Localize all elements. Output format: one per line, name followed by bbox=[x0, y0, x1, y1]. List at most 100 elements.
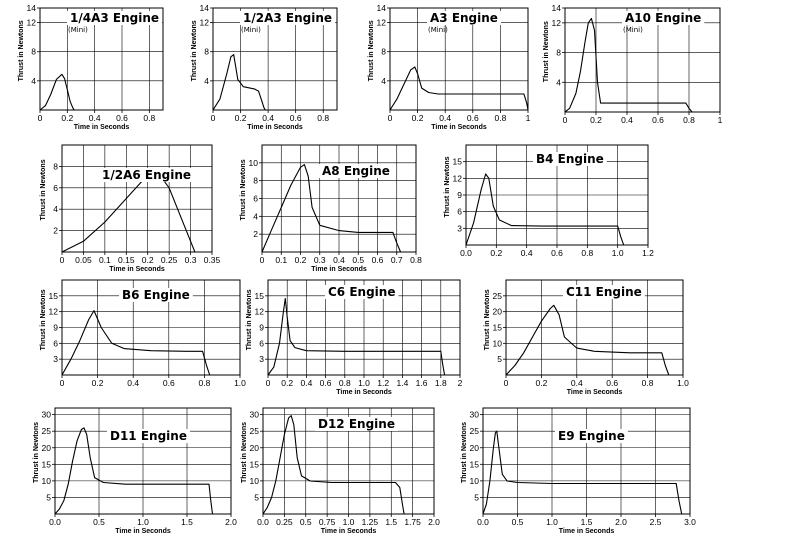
x-tick-label: 1.4 bbox=[396, 378, 408, 388]
x-axis-label: Time in Seconds bbox=[567, 389, 623, 396]
title-backdrop bbox=[555, 429, 628, 443]
thrust-curve bbox=[389, 66, 529, 111]
x-tick-label: 1.8 bbox=[435, 378, 447, 388]
chart-5: 0 0.05 0.1 0.15 0.2 0.25 0.3 0.35 2 4 6 8 1/2A6 Engi… bbox=[40, 144, 221, 273]
x-tick-label: 1.0 bbox=[677, 378, 689, 388]
thrust-curve bbox=[39, 73, 75, 111]
y-axis-label: Thrust in Newtons bbox=[191, 20, 198, 81]
chart-9: 0 0.2 0.4 0.6 0.8 1.0 1.2 1.4 1.6 1.8 2 3 6 9 12 15 C6 E… bbox=[246, 279, 463, 396]
chart-2: 0 0.2 0.4 0.6 0.8 4 8 12 14 1/2A3 Engine(Mini) Tim… bbox=[191, 3, 338, 131]
y-tick-label: 12 bbox=[200, 18, 210, 28]
y-axis-label: Thrust in Newtons bbox=[40, 159, 47, 220]
x-tick-label: 0 bbox=[211, 113, 216, 123]
x-tick-label: 0 bbox=[60, 378, 65, 388]
x-tick-label: 1.2 bbox=[377, 378, 389, 388]
x-tick-label: 0.1 bbox=[99, 255, 111, 265]
y-tick-label: 12 bbox=[453, 173, 463, 183]
x-tick-label: 0.4 bbox=[333, 255, 345, 265]
x-tick-label: 0 bbox=[260, 255, 265, 265]
x-tick-label: 0.25 bbox=[161, 255, 178, 265]
x-axis-label: Time in Seconds bbox=[431, 124, 487, 131]
x-tick-label: 0.4 bbox=[521, 248, 533, 258]
y-axis-label: Thrust in Newtons bbox=[368, 20, 375, 81]
x-axis-label: Time in Seconds bbox=[336, 389, 392, 396]
y-tick-label: 14 bbox=[552, 3, 562, 13]
chart-subtitle: (Mini) bbox=[241, 26, 261, 34]
x-tick-label: 0.8 bbox=[198, 378, 210, 388]
x-tick-label: 1 bbox=[718, 115, 723, 125]
x-axis-label: Time in Seconds bbox=[247, 124, 303, 131]
y-tick-label: 3 bbox=[53, 354, 58, 364]
chart-subtitle: (Mini) bbox=[68, 26, 88, 34]
x-tick-label: 0.4 bbox=[262, 113, 274, 123]
x-tick-label: 0.6 bbox=[652, 115, 664, 125]
y-tick-label: 12 bbox=[49, 307, 59, 317]
chart-10: 0 0.2 0.4 0.6 0.8 1.0 5 10 15 20 25 C11 Engine Time … bbox=[484, 279, 689, 396]
thrust-curve bbox=[482, 430, 683, 515]
x-tick-label: 0 bbox=[60, 255, 65, 265]
x-tick-label: 0.4 bbox=[127, 378, 139, 388]
x-tick-label: 0.8 bbox=[642, 378, 654, 388]
chart-title: 1/4A3 Engine bbox=[70, 11, 159, 25]
x-tick-label: 0 bbox=[388, 113, 393, 123]
x-tick-label: 0.25 bbox=[276, 517, 293, 527]
x-axis-label: Time in Seconds bbox=[311, 266, 367, 273]
chart-title: A10 Engine bbox=[625, 11, 701, 25]
x-tick-label: 0.8 bbox=[317, 113, 329, 123]
title-backdrop bbox=[319, 164, 393, 178]
y-tick-label: 8 bbox=[204, 47, 209, 57]
title-backdrop bbox=[427, 11, 501, 25]
title-backdrop bbox=[563, 285, 645, 299]
x-tick-label: 0.6 bbox=[467, 113, 479, 123]
x-tick-label: 0 bbox=[38, 113, 43, 123]
y-tick-label: 15 bbox=[493, 323, 503, 333]
title-backdrop bbox=[99, 168, 195, 182]
x-tick-label: 0.2 bbox=[235, 113, 247, 123]
x-tick-label: 0.4 bbox=[571, 378, 583, 388]
x-tick-label: 1.75 bbox=[404, 517, 421, 527]
x-tick-label: 1.25 bbox=[362, 517, 379, 527]
y-axis-label: Thrust in Newtons bbox=[484, 289, 491, 350]
x-tick-label: 0.6 bbox=[372, 255, 384, 265]
thrust-curve bbox=[465, 173, 625, 246]
y-tick-label: 12 bbox=[552, 18, 562, 28]
plot-frame bbox=[564, 7, 721, 113]
y-tick-label: 5 bbox=[254, 492, 259, 502]
y-tick-label: 10 bbox=[470, 476, 480, 486]
y-tick-label: 30 bbox=[250, 410, 260, 420]
title-backdrop bbox=[315, 417, 398, 431]
y-tick-label: 15 bbox=[255, 291, 265, 301]
y-tick-label: 3 bbox=[259, 354, 264, 364]
y-axis-label: Thrust in Newtons bbox=[33, 422, 40, 483]
thrust-curve bbox=[262, 415, 405, 515]
x-tick-label: 0.5 bbox=[93, 517, 105, 527]
x-tick-label: 0.2 bbox=[142, 255, 154, 265]
x-tick-label: 0.3 bbox=[185, 255, 197, 265]
x-tick-label: 0.5 bbox=[512, 517, 524, 527]
x-tick-label: 1.0 bbox=[546, 517, 558, 527]
x-tick-label: 0.8 bbox=[683, 115, 695, 125]
x-tick-label: 0.2 bbox=[590, 115, 602, 125]
y-tick-label: 20 bbox=[250, 443, 260, 453]
x-tick-label: 0.6 bbox=[116, 113, 128, 123]
y-tick-label: 8 bbox=[381, 47, 386, 57]
chart-11: 0.0 0.5 1.0 1.5 2.0 5 10 15 20 25 30 D11 Engine Time… bbox=[33, 407, 237, 535]
title-backdrop bbox=[622, 11, 705, 25]
y-axis-label: Thrust in Newtons bbox=[240, 159, 247, 220]
x-tick-label: 0.35 bbox=[204, 255, 221, 265]
x-tick-label: 0.1 bbox=[275, 255, 287, 265]
thrust-curve bbox=[564, 17, 693, 113]
x-tick-label: 2 bbox=[458, 378, 463, 388]
x-tick-label: 2.5 bbox=[650, 517, 662, 527]
y-tick-label: 2 bbox=[53, 226, 58, 236]
thrust-curve bbox=[505, 304, 670, 376]
x-tick-label: 1.0 bbox=[612, 248, 624, 258]
x-tick-label: 0.4 bbox=[621, 115, 633, 125]
y-tick-label: 30 bbox=[42, 410, 52, 420]
y-tick-label: 4 bbox=[204, 76, 209, 86]
y-tick-label: 12 bbox=[255, 307, 265, 317]
y-tick-label: 6 bbox=[259, 338, 264, 348]
